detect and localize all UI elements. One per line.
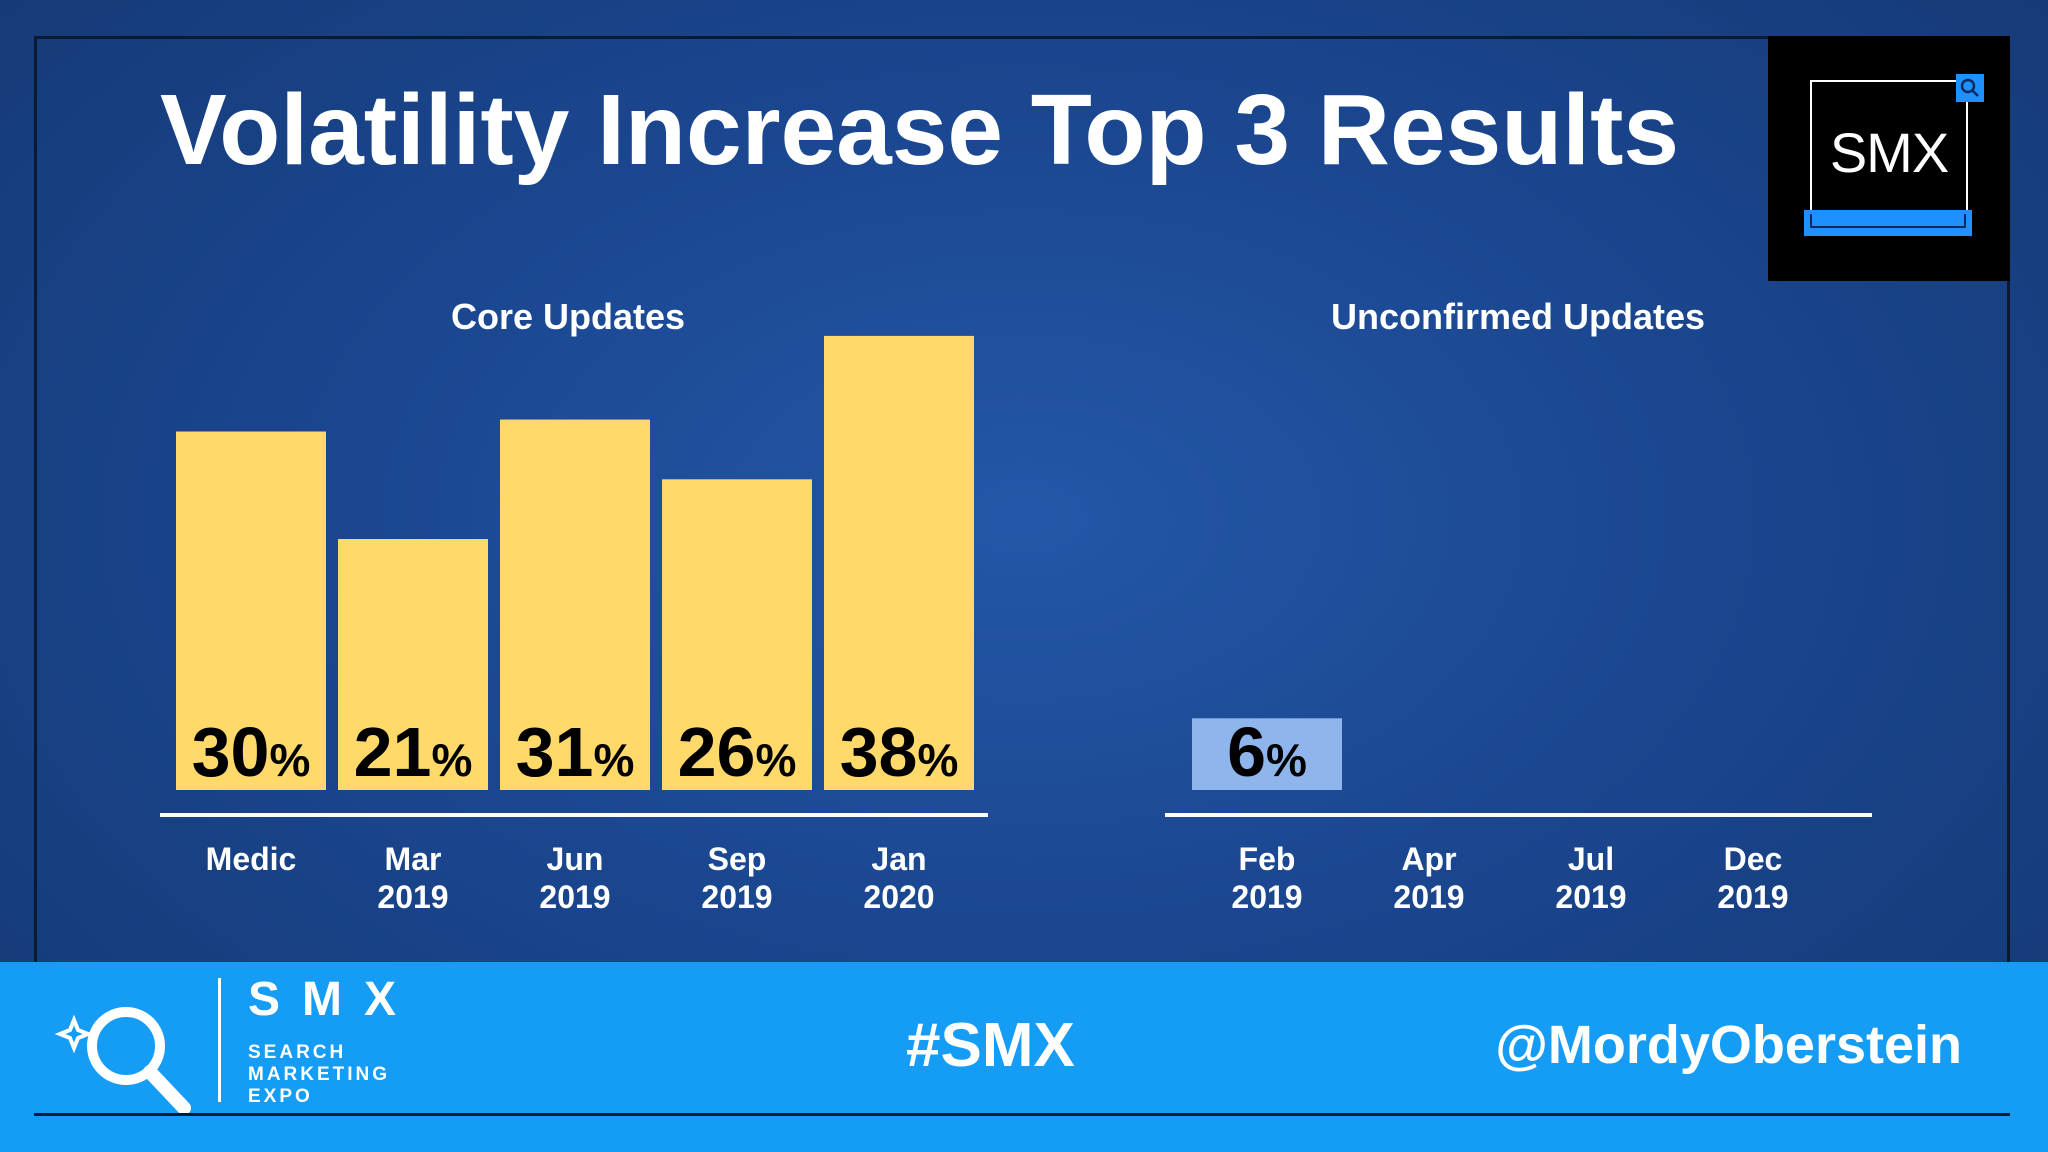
core-value-label: 26% bbox=[678, 713, 797, 791]
core-value-label: 38% bbox=[840, 713, 959, 791]
unconfirmed-bar bbox=[1192, 718, 1342, 790]
slide-title: Volatility Increase Top 3 Results bbox=[160, 74, 1679, 186]
hashtag: #SMX bbox=[906, 1011, 1075, 1080]
core-category-label: 2019 bbox=[377, 879, 448, 915]
brand-divider bbox=[218, 978, 221, 1102]
core-bar bbox=[176, 431, 326, 790]
unconfirmed-category-label: 2019 bbox=[1231, 879, 1302, 915]
unconfirmed-value-label: 6% bbox=[1227, 713, 1307, 791]
core-category-label: Jun bbox=[547, 841, 604, 877]
core-category-label: Jan bbox=[871, 841, 926, 877]
footer-bar bbox=[0, 962, 2048, 1152]
smx-search-logo-icon bbox=[54, 1007, 191, 1115]
core-bar bbox=[824, 335, 974, 790]
core-category-label: Mar bbox=[385, 841, 442, 877]
smx-brand-text: SMX bbox=[248, 973, 419, 1026]
core-bar bbox=[338, 539, 488, 790]
smx-corner-logo: SMX bbox=[1768, 36, 2010, 281]
unconfirmed-category-label: Feb bbox=[1239, 841, 1296, 877]
brand-sub-line: EXPO bbox=[248, 1086, 313, 1107]
unconfirmed-category-label: 2019 bbox=[1393, 879, 1464, 915]
magnifier-icon bbox=[1956, 74, 1984, 102]
brand-sub-line: MARKETING bbox=[248, 1064, 391, 1085]
core-category-label: 2019 bbox=[701, 879, 772, 915]
core-bar bbox=[500, 419, 650, 790]
unconfirmed-category-label: Jul bbox=[1568, 841, 1614, 877]
logo-text: SMX bbox=[1829, 121, 1949, 184]
twitter-handle: @MordyOberstein bbox=[1495, 1015, 1962, 1075]
core-category-label: 2019 bbox=[539, 879, 610, 915]
unconfirmed-category-label: Apr bbox=[1401, 841, 1456, 877]
core-category-label: Sep bbox=[708, 841, 767, 877]
unconfirmed-category-label: 2019 bbox=[1717, 879, 1788, 915]
core-category-label: Medic bbox=[206, 841, 297, 877]
core-bar bbox=[662, 479, 812, 790]
logo-bar bbox=[1804, 210, 1972, 236]
core-value-label: 31% bbox=[516, 713, 635, 791]
core-category-label: 2020 bbox=[863, 879, 934, 915]
unconfirmed-updates-title: Unconfirmed Updates bbox=[1330, 296, 1706, 337]
core-updates-title: Core Updates bbox=[450, 296, 686, 337]
smx-brand-subtitle: SEARCH MARKETING EXPO bbox=[248, 1042, 390, 1108]
core-value-label: 21% bbox=[354, 713, 473, 791]
frame-bottom-line bbox=[34, 1113, 2010, 1116]
core-value-label: 30% bbox=[192, 713, 311, 791]
logo-frame: SMX bbox=[1810, 80, 1968, 230]
unconfirmed-category-label: Dec bbox=[1724, 841, 1783, 877]
unconfirmed-category-label: 2019 bbox=[1555, 879, 1626, 915]
brand-sub-line: SEARCH bbox=[248, 1042, 347, 1063]
bar-charts: 30%Medic21%Mar201931%Jun201926%Sep201938… bbox=[176, 335, 1788, 915]
